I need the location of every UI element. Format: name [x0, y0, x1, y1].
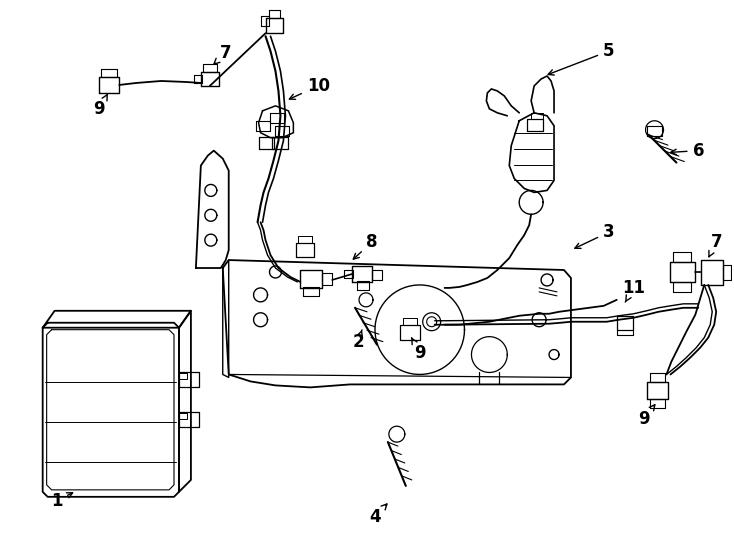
Text: 9: 9: [93, 94, 107, 118]
Text: 9: 9: [638, 405, 655, 428]
Text: 4: 4: [369, 504, 387, 526]
Text: 10: 10: [289, 77, 330, 99]
Text: 6: 6: [671, 141, 704, 160]
Text: 7: 7: [214, 44, 231, 64]
Text: 8: 8: [353, 233, 378, 259]
Text: 3: 3: [575, 223, 614, 248]
Text: 11: 11: [622, 279, 645, 302]
Text: 7: 7: [709, 233, 722, 257]
Text: 2: 2: [352, 330, 364, 350]
Text: 5: 5: [548, 42, 614, 75]
Text: 9: 9: [412, 338, 426, 362]
Text: 1: 1: [51, 492, 73, 510]
